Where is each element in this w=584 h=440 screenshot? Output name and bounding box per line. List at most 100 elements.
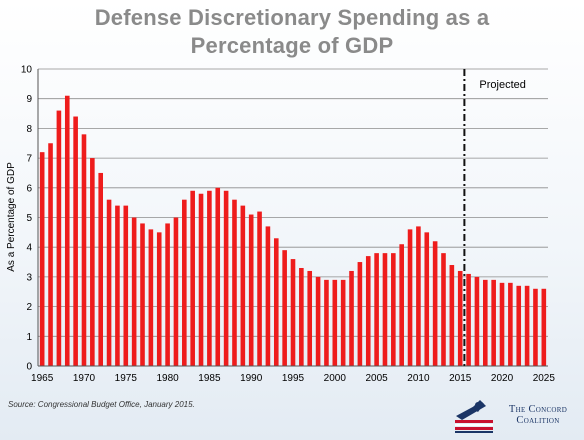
bar-1991 (257, 211, 262, 366)
minuteman-flag-icon (455, 400, 493, 433)
source-note: Source: Congressional Budget Office, Jan… (8, 400, 195, 409)
bar-1978 (148, 229, 154, 366)
bar-2022 (516, 285, 522, 366)
y-tick-label: 4 (26, 243, 32, 254)
concord-coalition-logo: The Concord Coalition (452, 396, 580, 436)
bar-2020 (499, 282, 505, 366)
y-tick-label: 5 (26, 213, 32, 224)
bar-2017 (474, 276, 480, 366)
bar-1975 (123, 205, 129, 366)
bar-1986 (215, 187, 221, 366)
x-tick-label: 1980 (156, 373, 179, 384)
y-tick-label: 2 (26, 302, 32, 313)
bar-2012 (432, 241, 438, 366)
bar-2023 (524, 285, 530, 366)
y-tick-label: 9 (26, 94, 32, 105)
bar-1979 (156, 232, 162, 366)
y-tick-label: 10 (21, 65, 33, 76)
bar-1973 (106, 199, 112, 366)
x-tick-label: 1985 (198, 373, 221, 384)
chart-title-line-2: Percentage of GDP (190, 33, 394, 58)
bar-1967 (56, 110, 62, 366)
bar-2007 (391, 253, 396, 366)
bar-2003 (357, 262, 363, 366)
y-tick-label: 3 (26, 272, 32, 283)
bar-1983 (190, 190, 195, 366)
x-tick-label: 1970 (73, 373, 96, 384)
y-tick-label: 7 (26, 154, 32, 165)
bar-2010 (416, 226, 421, 366)
x-tick-label: 2025 (533, 373, 556, 384)
bar-1970 (81, 134, 87, 366)
bar-1992 (265, 226, 271, 366)
bar-2001 (340, 279, 346, 366)
y-tick-label: 1 (26, 332, 32, 343)
x-tick-label: 1965 (31, 373, 54, 384)
x-tick-label: 2015 (449, 373, 472, 384)
bar-2018 (482, 279, 488, 366)
x-tick-label: 1995 (282, 373, 305, 384)
y-tick-label: 8 (26, 124, 32, 135)
bar-1999 (324, 279, 329, 366)
bar-1994 (282, 250, 287, 366)
bar-2013 (441, 253, 446, 366)
y-tick-label: 6 (26, 183, 32, 194)
bar-1976 (131, 217, 137, 366)
logo-text-line-2: Coalition (516, 415, 560, 426)
bar-1989 (240, 205, 246, 366)
bar-2006 (382, 253, 388, 366)
chart-title-line-1: Defense Discretionary Spending as a (94, 5, 490, 30)
bar-1981 (173, 217, 179, 366)
projected-label: Projected (479, 79, 525, 91)
bar-2015 (457, 270, 463, 366)
y-tick-label: 0 (26, 362, 32, 373)
bar-1997 (307, 270, 313, 366)
bar-1996 (299, 267, 304, 366)
bar-1988 (232, 199, 237, 366)
bar-1993 (273, 238, 279, 366)
bar-1987 (223, 190, 229, 366)
bar-1982 (182, 199, 187, 366)
bar-2000 (332, 279, 338, 366)
bar-2021 (508, 282, 513, 366)
logo-text-line-1: The Concord (508, 404, 568, 415)
chart-title: Defense Discretionary Spending as a Perc… (0, 4, 584, 60)
bar-2008 (399, 244, 404, 366)
bar-2014 (449, 265, 455, 366)
bar-1971 (90, 158, 95, 366)
bar-2011 (424, 232, 430, 366)
bar-1998 (315, 276, 321, 366)
projection-marker: Projected (463, 69, 526, 366)
bar-1995 (290, 259, 296, 366)
bar-1969 (73, 116, 78, 367)
x-tick-label: 2020 (491, 373, 514, 384)
bar-2002 (349, 270, 354, 366)
axes: 0 1 2 3 4 5 6 7 8 9 10 1965 1970 1975 1980 1985 1990 1995… (21, 65, 556, 385)
x-tick-label: 2000 (324, 373, 347, 384)
bar-1972 (98, 172, 104, 366)
bar-1985 (207, 190, 212, 366)
bar-2009 (407, 229, 413, 366)
bar-2024 (533, 288, 538, 366)
y-axis-label: As a Percentage of GDP (6, 162, 17, 272)
logo-text: The Concord Coalition (496, 404, 580, 426)
bar-1990 (248, 214, 254, 366)
x-tick-label: 2005 (365, 373, 388, 384)
bar-1980 (165, 223, 170, 366)
bar-1977 (140, 223, 145, 366)
bar-2004 (365, 256, 371, 366)
x-tick-label: 1975 (115, 373, 138, 384)
bars (39, 95, 547, 367)
bar-2016 (466, 273, 471, 366)
bar-2005 (374, 253, 379, 366)
x-tick-label: 2010 (407, 373, 430, 384)
bar-1965 (39, 152, 45, 366)
bar-1968 (64, 95, 70, 366)
bar-1974 (115, 205, 120, 366)
bar-1984 (198, 193, 204, 366)
bar-2025 (541, 288, 547, 366)
x-tick-label: 1990 (240, 373, 263, 384)
bar-2019 (491, 279, 496, 366)
bar-1966 (48, 143, 53, 366)
